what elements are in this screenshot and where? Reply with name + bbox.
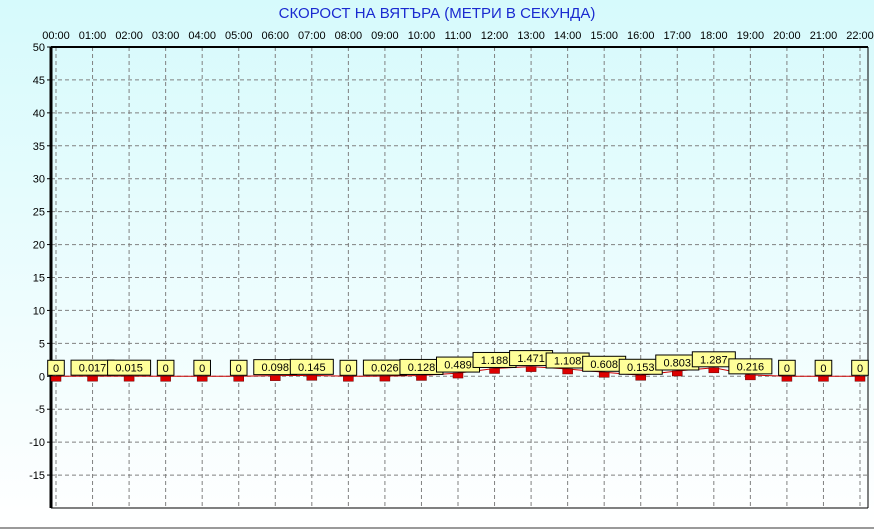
y-tick-label: 40	[33, 108, 45, 120]
data-label: 0.017	[79, 363, 107, 375]
x-tick-label: 19:00	[737, 30, 765, 42]
y-tick-label: -15	[29, 470, 45, 482]
data-marker	[672, 370, 683, 377]
data-marker	[452, 372, 464, 379]
x-tick-label: 13:00	[517, 30, 545, 42]
data-label: 0	[163, 363, 169, 375]
x-tick-label: 06:00	[262, 30, 290, 42]
data-marker	[562, 368, 573, 375]
data-marker	[87, 375, 98, 382]
data-label: 0	[345, 363, 351, 375]
data-label: 0.608	[590, 359, 618, 371]
data-marker	[745, 374, 756, 381]
x-tick-label: 03:00	[152, 30, 180, 42]
data-marker	[270, 375, 281, 381]
data-label: 0.145	[298, 362, 326, 374]
data-marker	[233, 376, 244, 382]
x-tick-label: 20:00	[773, 30, 801, 42]
data-marker	[343, 376, 354, 382]
y-tick-label: 45	[33, 75, 45, 87]
data-marker	[598, 372, 610, 378]
data-label-box	[229, 359, 248, 376]
data-label: 1.108	[554, 355, 582, 367]
data-label: 1.287	[700, 354, 728, 366]
x-tick-label: 18:00	[700, 30, 728, 42]
y-tick-label: 30	[33, 174, 45, 186]
data-label: 0.216	[737, 361, 765, 373]
x-tick-label: 16:00	[627, 30, 655, 42]
data-marker	[196, 376, 208, 382]
x-tick-label: 02:00	[115, 30, 143, 42]
x-tick-label: 14:00	[554, 30, 582, 42]
data-label: 0.015	[115, 363, 143, 375]
data-label-box	[156, 359, 175, 376]
x-tick-label: 22:00	[846, 30, 874, 42]
data-label: 0.489	[444, 360, 472, 372]
data-label-box	[851, 359, 869, 376]
x-tick-label: 09:00	[371, 30, 399, 42]
data-marker	[50, 376, 62, 382]
data-label-box	[107, 359, 152, 376]
data-marker	[160, 376, 171, 382]
x-tick-label: 17:00	[664, 30, 692, 42]
data-marker	[489, 368, 500, 374]
x-tick-label: 15:00	[590, 30, 618, 42]
data-marker	[379, 375, 391, 382]
data-label: 1.471	[517, 353, 545, 365]
y-tick-label: 20	[33, 240, 45, 252]
data-label: 0.128	[408, 362, 436, 374]
x-tick-label: 10:00	[408, 30, 436, 42]
data-marker	[306, 375, 318, 381]
y-tick-label: 35	[33, 141, 45, 153]
data-marker	[781, 376, 793, 382]
data-label: 0	[199, 363, 205, 375]
data-label-box	[47, 359, 65, 376]
data-label-box	[814, 359, 833, 376]
data-label-box	[289, 358, 334, 375]
x-tick-label: 07:00	[298, 30, 326, 42]
x-tick-label: 11:00	[445, 30, 472, 42]
data-label-box	[339, 359, 358, 376]
data-marker	[416, 375, 427, 381]
x-tick-label: 01:00	[79, 30, 107, 42]
x-tick-label: 00:00	[42, 30, 70, 42]
data-label: 0	[236, 363, 242, 375]
x-tick-label: 05:00	[225, 30, 253, 42]
y-tick-label: 50	[33, 42, 45, 54]
data-label-box	[778, 359, 796, 376]
x-tick-label: 08:00	[335, 30, 363, 42]
data-label: 0	[784, 363, 790, 375]
y-tick-label: 25	[33, 207, 45, 219]
data-label: 0.153	[627, 362, 655, 374]
data-label-box	[728, 358, 773, 375]
data-label: 0.803	[664, 357, 692, 369]
chart-title: СКОРОСТ НА ВЯТЪРА (МЕТРИ В СЕКУНДА)	[278, 5, 596, 22]
data-label: 0.026	[371, 363, 399, 375]
data-label: 0	[53, 363, 59, 375]
data-label: 0.098	[262, 362, 290, 374]
x-tick-label: 12:00	[481, 30, 509, 42]
y-tick-label: 5	[39, 338, 45, 350]
data-label: 0	[857, 363, 863, 375]
data-marker	[818, 376, 829, 382]
y-tick-label: 10	[33, 305, 45, 317]
data-label: 1.188	[481, 355, 509, 367]
data-marker	[708, 367, 720, 374]
y-tick-label: -10	[29, 437, 45, 449]
data-label: 0	[820, 363, 826, 375]
y-tick-label: 15	[33, 273, 45, 285]
data-label-box	[193, 359, 211, 376]
x-tick-label: 04:00	[188, 30, 216, 42]
x-tick-label: 21:00	[810, 30, 838, 42]
y-tick-label: -5	[35, 404, 45, 416]
data-marker	[525, 366, 537, 372]
data-marker	[635, 375, 646, 381]
data-marker	[854, 376, 866, 382]
y-tick-label: 0	[39, 371, 45, 383]
data-marker	[123, 375, 135, 382]
